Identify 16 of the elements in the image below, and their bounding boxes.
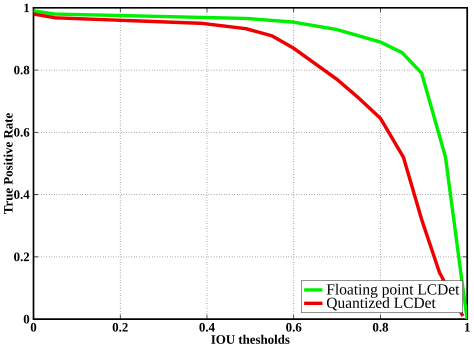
y-axis-title: True Positive Rate <box>4 112 13 214</box>
y-tick-label: 0.2 <box>14 252 30 262</box>
y-tick-label: 0.6 <box>14 128 30 137</box>
y-tick-label: 0.8 <box>14 66 30 74</box>
x-tick-label: 0.2 <box>112 322 128 332</box>
x-tick-label: 0.8 <box>372 322 388 332</box>
legend-label: Floating point LCDet <box>326 284 460 298</box>
x-axis-title: IOU thesholds <box>211 334 290 344</box>
y-tick-label: 1 <box>24 3 30 12</box>
x-tick-label: 0.4 <box>199 322 215 332</box>
y-tick-label: 0.4 <box>14 190 30 199</box>
y-tick-label: 0 <box>24 314 30 324</box>
x-tick-label: 0 <box>30 322 36 332</box>
x-tick-label: 0.6 <box>286 322 302 332</box>
x-tick-label: 1 <box>465 322 470 332</box>
legend-label: Quantized LCDet <box>326 296 436 310</box>
